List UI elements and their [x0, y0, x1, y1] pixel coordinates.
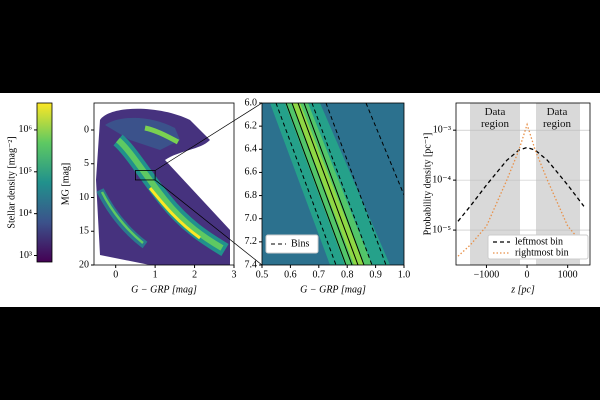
y-tick-label: 10⁻⁵	[432, 224, 451, 235]
x-axis-label: G − GRP [mag]	[300, 284, 366, 295]
series-line	[457, 122, 585, 257]
x-tick-label: 0.7	[313, 269, 326, 280]
colorbar	[37, 103, 52, 262]
axes-frame	[261, 102, 405, 266]
y-tick-label: 7.0	[245, 213, 258, 224]
y-tick-label: 10⁶	[19, 124, 33, 135]
legend-label: leftmost bin	[515, 236, 563, 247]
y-tick-label: 10³	[19, 250, 32, 261]
density-map	[96, 108, 230, 265]
y-tick-label: 0	[84, 124, 89, 135]
y-tick-label: 10⁻⁴	[432, 174, 451, 185]
x-tick-label: −1000	[474, 269, 500, 280]
y-tick-label: 5	[84, 158, 89, 169]
y-tick-label: 6.4	[245, 144, 258, 155]
legend-box	[265, 234, 319, 254]
y-tick-label: 6.8	[245, 190, 258, 201]
x-tick-label: 0	[525, 269, 530, 280]
y-tick-label: 6.2	[245, 120, 258, 131]
y-tick-label: 6.0	[245, 97, 258, 108]
y-tick-label: 7.2	[245, 236, 258, 247]
y-axis-label: Probability density [pc⁻¹]	[422, 133, 433, 236]
legend-label: Bins	[291, 238, 309, 249]
legend-box	[487, 234, 589, 260]
x-tick-label: 0.8	[341, 269, 354, 280]
y-axis-label: Stellar density [mag⁻²]	[6, 136, 17, 228]
x-tick-label: 0.9	[369, 269, 382, 280]
x-axis-label: G − GRP [mag]	[131, 284, 197, 295]
y-tick-label: 10⁻³	[433, 124, 451, 135]
series-line	[457, 146, 585, 222]
y-tick-label: 6.6	[245, 167, 258, 178]
x-tick-label: 0.6	[284, 269, 297, 280]
legend-label: rightmost bin	[515, 247, 569, 258]
x-tick-label: 3	[232, 269, 237, 280]
x-tick-label: 1	[153, 269, 158, 280]
axes-frame	[36, 102, 53, 263]
x-tick-label: 1000	[558, 269, 578, 280]
x-axis-label: z [pc]	[510, 284, 535, 295]
connector	[154, 102, 263, 171]
y-tick-label: 20	[79, 259, 89, 270]
axes-frame	[455, 102, 591, 266]
x-tick-label: 0	[113, 269, 118, 280]
axes-frame	[93, 102, 235, 266]
connector	[154, 179, 263, 266]
y-axis-label: MG [mag]	[60, 163, 71, 206]
x-tick-label: 1.0	[398, 269, 411, 280]
annotation: Data region	[542, 106, 572, 130]
y-tick-label: 10⁴	[19, 208, 33, 219]
y-tick-label: 10⁵	[19, 166, 33, 177]
x-tick-label: 0.5	[256, 269, 269, 280]
inset-box	[135, 170, 156, 181]
y-tick-label: 10	[79, 192, 89, 203]
y-tick-label: 15	[79, 226, 89, 237]
x-tick-label: 2	[192, 269, 197, 280]
annotation: Data region	[480, 106, 510, 130]
y-tick-label: 7.4	[245, 259, 258, 270]
